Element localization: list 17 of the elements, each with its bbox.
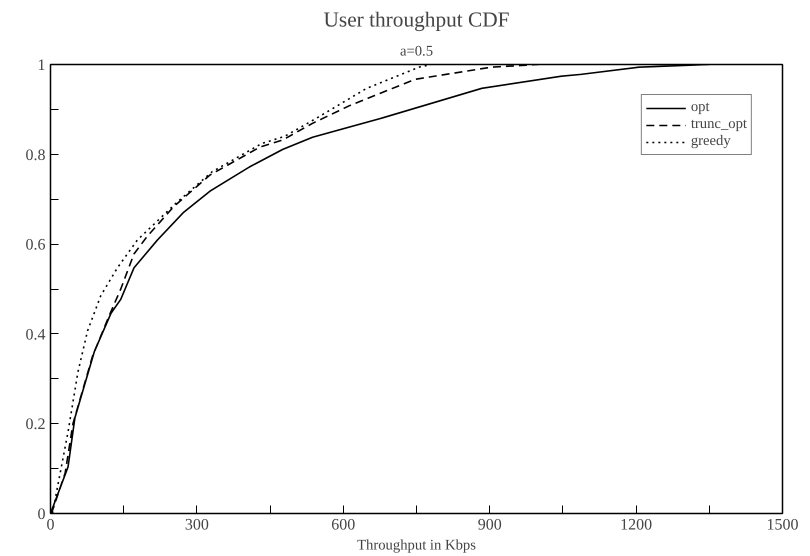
x-tick-label: 300 xyxy=(184,516,209,534)
x-axis-title: Throughput in Kbps xyxy=(357,538,476,554)
x-tick-label: 600 xyxy=(331,516,356,534)
y-tick-label: 0.2 xyxy=(26,416,46,434)
legend-label: opt xyxy=(690,99,711,116)
y-tick-label: 0 xyxy=(38,506,46,523)
x-tick-label: 1200 xyxy=(620,516,652,534)
x-tick-label: 1500 xyxy=(766,516,798,534)
y-tick-label: 1 xyxy=(38,57,46,74)
x-tick-label: 900 xyxy=(478,516,502,534)
chart-title: User throughput CDF xyxy=(323,8,510,32)
legend-label: trunc_opt xyxy=(690,116,747,133)
legend-label: greedy xyxy=(690,133,731,150)
y-tick-label: 0.4 xyxy=(26,326,46,344)
chart-subtitle: a=0.5 xyxy=(400,44,434,60)
y-tick-label: 0.6 xyxy=(26,236,46,254)
y-tick-label: 0.8 xyxy=(26,146,46,164)
